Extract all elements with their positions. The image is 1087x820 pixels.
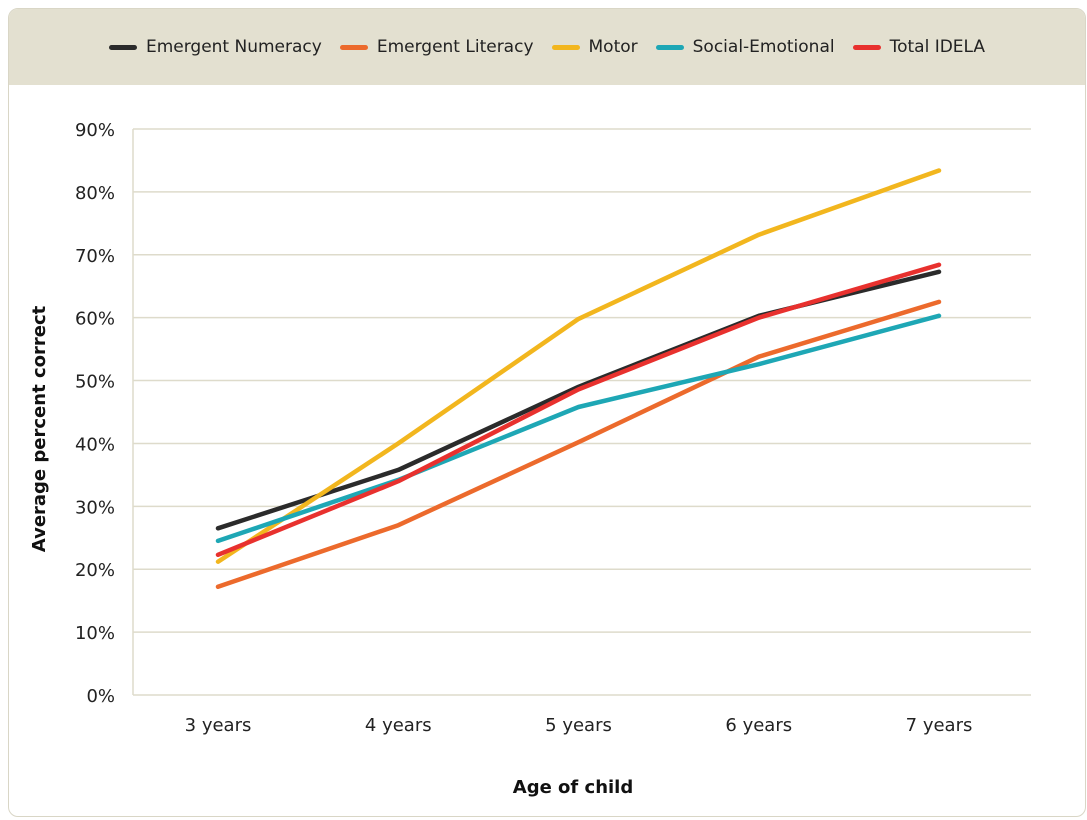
x-tick-label: 4 years — [365, 715, 432, 736]
legend-item: Emergent Numeracy — [108, 37, 322, 57]
y-axis-title: Average percent correct — [29, 305, 50, 552]
legend-label: Emergent Numeracy — [145, 37, 322, 57]
y-tick-label: 80% — [75, 183, 115, 204]
y-tick-label: 70% — [75, 246, 115, 267]
y-tick-label: 10% — [75, 623, 115, 644]
legend-label: Social-Emotional — [692, 37, 835, 57]
x-tick-label: 7 years — [906, 715, 973, 736]
legend-swatch — [108, 44, 137, 50]
x-tick-label: 5 years — [545, 715, 612, 736]
legend-item: Emergent Literacy — [339, 37, 534, 57]
legend-swatch — [655, 44, 684, 50]
line-chart: 0% 10% 20% 30% 40% 50% 60% 70% 80% 90% 3 years 4 ye… — [29, 120, 1031, 798]
legend-label: Emergent Literacy — [376, 37, 534, 57]
legend-label: Total IDELA — [889, 37, 986, 57]
y-tick-label: 50% — [75, 372, 115, 393]
x-tick-label: 3 years — [185, 715, 252, 736]
series-line — [215, 313, 942, 544]
legend-swatch — [852, 44, 881, 50]
legend-item: Total IDELA — [852, 37, 986, 57]
legend-band: Emergent Numeracy Emergent Literacy Motor S… — [9, 9, 1085, 85]
legend-label: Motor — [588, 37, 638, 57]
series-line — [215, 168, 942, 564]
x-tick-label: 6 years — [725, 715, 792, 736]
chart-frame: Emergent Numeracy Emergent Literacy Motor S… — [8, 8, 1086, 817]
legend-swatch — [339, 44, 368, 50]
y-tick-label: 0% — [86, 686, 115, 707]
y-tick-label: 30% — [75, 497, 115, 518]
series-line — [215, 262, 942, 558]
y-tick-label: 90% — [75, 120, 115, 141]
y-tick-label: 40% — [75, 434, 115, 455]
legend-item: Motor — [551, 37, 638, 57]
legend-swatch — [551, 44, 580, 50]
y-tick-label: 60% — [75, 309, 115, 330]
x-axis-title: Age of child — [513, 777, 633, 798]
series-line — [215, 299, 942, 590]
legend-item: Social-Emotional — [655, 37, 835, 57]
y-tick-label: 20% — [75, 560, 115, 581]
chart-legend: Emergent Numeracy Emergent Literacy Motor S… — [9, 37, 1085, 57]
